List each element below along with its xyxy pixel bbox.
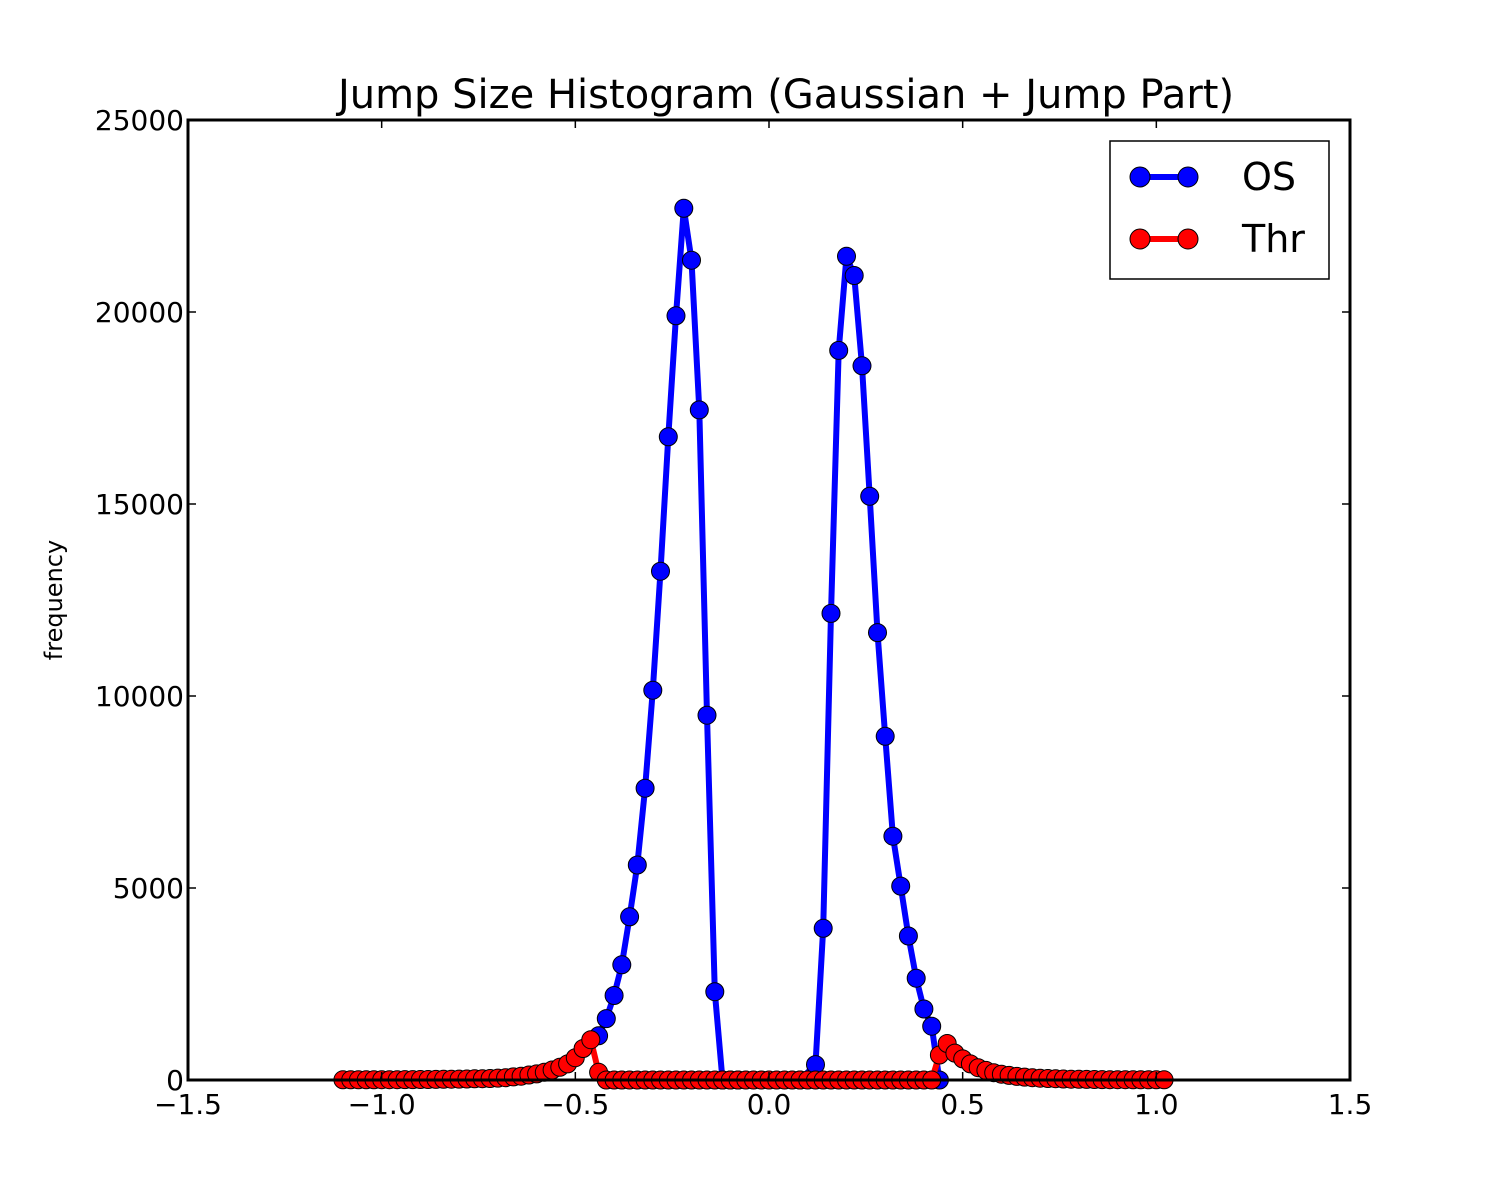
y-tick-label: 25000 <box>95 104 184 137</box>
y-tick-label: 20000 <box>95 296 184 329</box>
legend-box <box>1109 140 1330 280</box>
legend: OS Thr <box>1109 140 1330 280</box>
series-os-point <box>612 955 632 975</box>
y-tick-label: 10000 <box>95 680 184 713</box>
x-tick-label: −1.0 <box>348 1088 416 1121</box>
x-tick-label: 1.5 <box>1328 1088 1373 1121</box>
legend-swatch-marker-os <box>1177 166 1199 188</box>
series-os-point <box>898 926 918 946</box>
legend-label-thr: Thr <box>1241 217 1305 261</box>
series-os-point <box>829 340 849 360</box>
series-os-point <box>620 907 640 927</box>
series-os-point <box>658 427 678 447</box>
series-os-point <box>682 250 701 270</box>
ticks-layer: −1.5 −1.0 −0.5 0.0 0.5 1.0 1.5 0 5000 10000 15000 2… <box>95 104 1372 1121</box>
series-os-point <box>604 986 624 1005</box>
series-os-point <box>596 1009 616 1029</box>
legend-swatch-marker-thr <box>1177 228 1199 250</box>
series-os-point <box>627 855 647 875</box>
x-tick-label: −0.5 <box>541 1088 609 1121</box>
x-tick-label: −1.5 <box>154 1088 222 1121</box>
legend-swatch-marker-os <box>1129 166 1151 188</box>
series-os-point <box>643 680 663 700</box>
series-os-point <box>891 876 911 896</box>
chart-title: Jump Size Histogram (Gaussian + Jump Par… <box>335 72 1234 118</box>
series-os-point <box>674 198 694 218</box>
legend-swatch-marker-thr <box>1129 228 1151 250</box>
series-os-point <box>821 603 841 623</box>
series-os-point <box>906 968 926 988</box>
series-os-point <box>860 486 880 506</box>
series-os-point <box>844 266 864 285</box>
series-os-point <box>868 623 887 643</box>
y-axis-label: frequency <box>40 540 68 660</box>
series-thr-point <box>581 1030 601 1050</box>
series-os-point <box>813 918 833 938</box>
y-tick-label: 15000 <box>95 488 184 521</box>
series-os-point <box>651 561 670 581</box>
x-tick-label: 0.5 <box>940 1088 985 1121</box>
series-os-point <box>914 999 934 1019</box>
series-os-point <box>883 826 903 846</box>
y-tick-label: 0 <box>166 1064 184 1097</box>
x-tick-label: 1.0 <box>1134 1088 1179 1121</box>
series-os-point <box>922 1016 942 1036</box>
series-os-point <box>666 306 686 326</box>
series-os-point <box>635 778 655 798</box>
series-os-point <box>837 246 856 266</box>
legend-label-os: OS <box>1242 155 1296 199</box>
series-os-point <box>689 400 709 420</box>
plot-background <box>188 120 1350 1080</box>
series-os-point <box>852 356 872 376</box>
series-os-point <box>875 726 895 746</box>
y-tick-label: 5000 <box>113 872 184 905</box>
x-tick-label: 0.0 <box>747 1088 792 1121</box>
series-os-point <box>705 982 725 1002</box>
series-os-point <box>697 705 717 725</box>
